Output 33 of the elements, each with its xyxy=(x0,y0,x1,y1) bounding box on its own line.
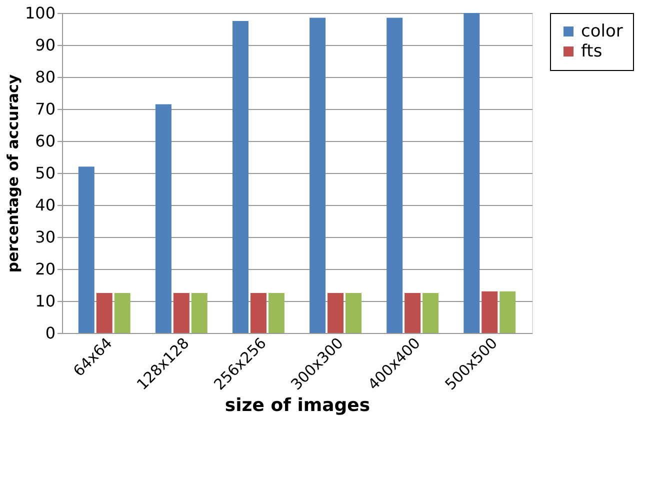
bar xyxy=(155,104,172,333)
y-tick-label: 10 xyxy=(35,292,56,310)
bar xyxy=(404,293,421,333)
bar xyxy=(310,18,326,333)
bar xyxy=(422,293,439,333)
y-tick-label: 20 xyxy=(35,260,56,278)
y-tick-label: 80 xyxy=(35,68,56,86)
y-tick-label: 50 xyxy=(35,164,56,182)
bar xyxy=(328,293,344,333)
bar xyxy=(232,21,248,333)
legend-label: fts xyxy=(581,42,602,62)
bar xyxy=(114,293,130,333)
y-axis-title: percentage of accuracy xyxy=(4,74,22,273)
bar xyxy=(464,13,480,333)
y-tick-label: 70 xyxy=(35,100,56,118)
bar xyxy=(191,293,208,333)
y-tick-label: 90 xyxy=(35,36,56,54)
x-axis-title: size of images xyxy=(224,394,370,416)
y-tick-label: 30 xyxy=(35,228,56,246)
y-tick-label: 100 xyxy=(24,4,56,22)
bar xyxy=(96,293,112,333)
bar xyxy=(173,293,190,333)
bar xyxy=(78,166,94,333)
bar xyxy=(500,291,516,333)
legend-label: color xyxy=(581,22,623,42)
y-tick-label: 60 xyxy=(35,132,56,150)
bar xyxy=(250,293,266,333)
bar xyxy=(268,293,284,333)
bar xyxy=(482,291,498,333)
y-tick-label: 0 xyxy=(45,324,56,342)
bar xyxy=(346,293,362,333)
bar xyxy=(386,18,403,333)
y-tick-label: 40 xyxy=(35,196,56,214)
